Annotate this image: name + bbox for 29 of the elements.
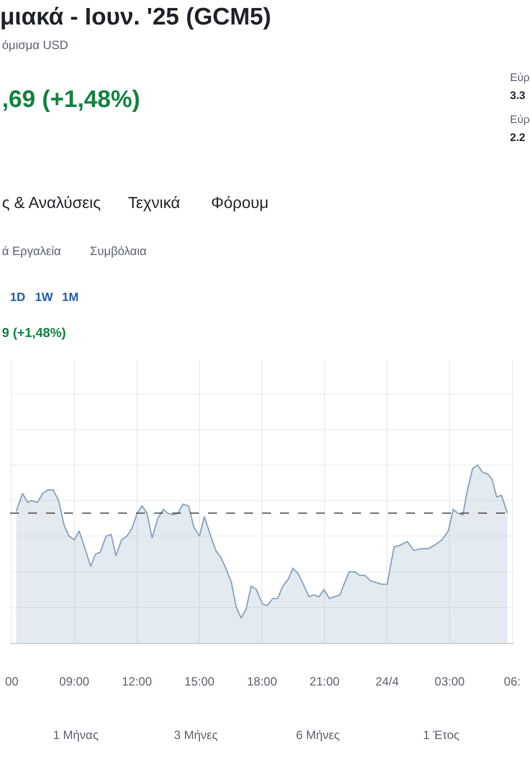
- text: 1 Μήνας: [53, 728, 99, 742]
- text: 1D: [10, 290, 26, 304]
- x-tick-label: 09:00: [59, 674, 90, 688]
- text: ά Εργαλεία: [2, 244, 62, 258]
- x-tick-label: 12:00: [122, 674, 152, 688]
- text: 1 Έτος: [423, 728, 460, 742]
- text: 3.3: [510, 90, 526, 102]
- x-tick-label: 00: [5, 674, 19, 688]
- text: ,69 (+1,48%): [2, 86, 140, 113]
- text: 2.2: [510, 132, 526, 144]
- text: 3 Μήνες: [174, 728, 218, 742]
- text: 9 (+1,48%): [2, 325, 66, 340]
- text: Συμβόλαια: [90, 244, 147, 258]
- text: 1W: [35, 290, 54, 304]
- text: ς & Αναλύσεις: [2, 195, 101, 212]
- chart-title: μιακά - Ιουν. '25 (GCM5): [0, 3, 272, 30]
- text: 1M: [62, 290, 79, 304]
- x-tick-label: 21:00: [310, 674, 340, 688]
- text: Εύρ: [510, 114, 530, 126]
- x-tick-label: 18:00: [246, 674, 278, 688]
- text: 6 Μήνες: [296, 728, 340, 742]
- x-tick-label: 03:00: [434, 674, 466, 688]
- text: Εύρ: [510, 72, 530, 84]
- x-tick-label: 06:: [504, 674, 521, 688]
- x-tick-label: 15:00: [184, 674, 215, 688]
- x-tick-label: 24/4: [375, 674, 400, 688]
- chart-subtitle: όμισμα USD: [2, 38, 69, 52]
- text: Τεχνικά: [128, 195, 180, 212]
- text: Φόρουμ: [211, 195, 269, 212]
